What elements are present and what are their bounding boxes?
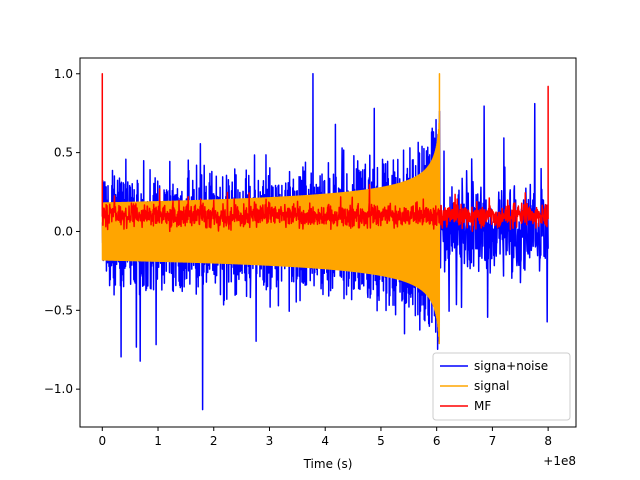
x-tick-label: 4 [321, 434, 329, 448]
series-layer [101, 73, 549, 411]
series-line-mf [101, 73, 549, 233]
x-axis: 0 1 2 3 4 5 6 7 8 [98, 427, 552, 448]
series-line-signal [101, 73, 441, 345]
x-tick-label: 6 [433, 434, 441, 448]
legend-label-mf: MF [474, 399, 491, 413]
x-axis-label: Time (s) [303, 457, 353, 471]
y-tick-label: 0.0 [54, 224, 73, 238]
x-tick-label: 1 [154, 434, 162, 448]
y-tick-label: 0.5 [54, 146, 73, 160]
y-tick-label: −1.0 [44, 382, 73, 396]
x-axis-offset-label: +1e8 [543, 454, 576, 468]
x-tick-label: 7 [489, 434, 497, 448]
legend-label-signa-noise: signa+noise [474, 359, 548, 373]
x-tick-label: 3 [266, 434, 274, 448]
x-tick-label: 8 [544, 434, 552, 448]
x-tick-label: 5 [377, 434, 385, 448]
x-tick-label: 0 [98, 434, 106, 448]
y-tick-label: −0.5 [44, 303, 73, 317]
plot-frame [79, 57, 577, 428]
y-tick-label: 1.0 [54, 67, 73, 81]
y-axis: 1.0 0.5 0.0 −0.5 −1.0 [44, 67, 80, 396]
legend-label-signal: signal [474, 379, 510, 393]
legend-frame [432, 352, 571, 421]
x-tick-label: 2 [210, 434, 218, 448]
legend: signa+noise signal MF [432, 352, 571, 421]
